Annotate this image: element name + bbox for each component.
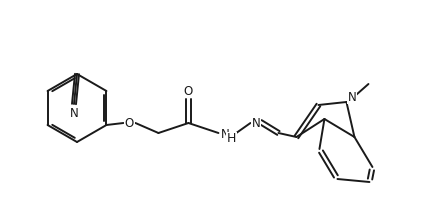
Text: N: N	[347, 90, 356, 103]
Text: N: N	[251, 116, 260, 129]
Text: H: H	[226, 133, 236, 146]
Text: N: N	[220, 127, 229, 140]
Text: N: N	[69, 107, 78, 120]
Text: O: O	[184, 85, 193, 98]
Text: O: O	[125, 116, 134, 129]
